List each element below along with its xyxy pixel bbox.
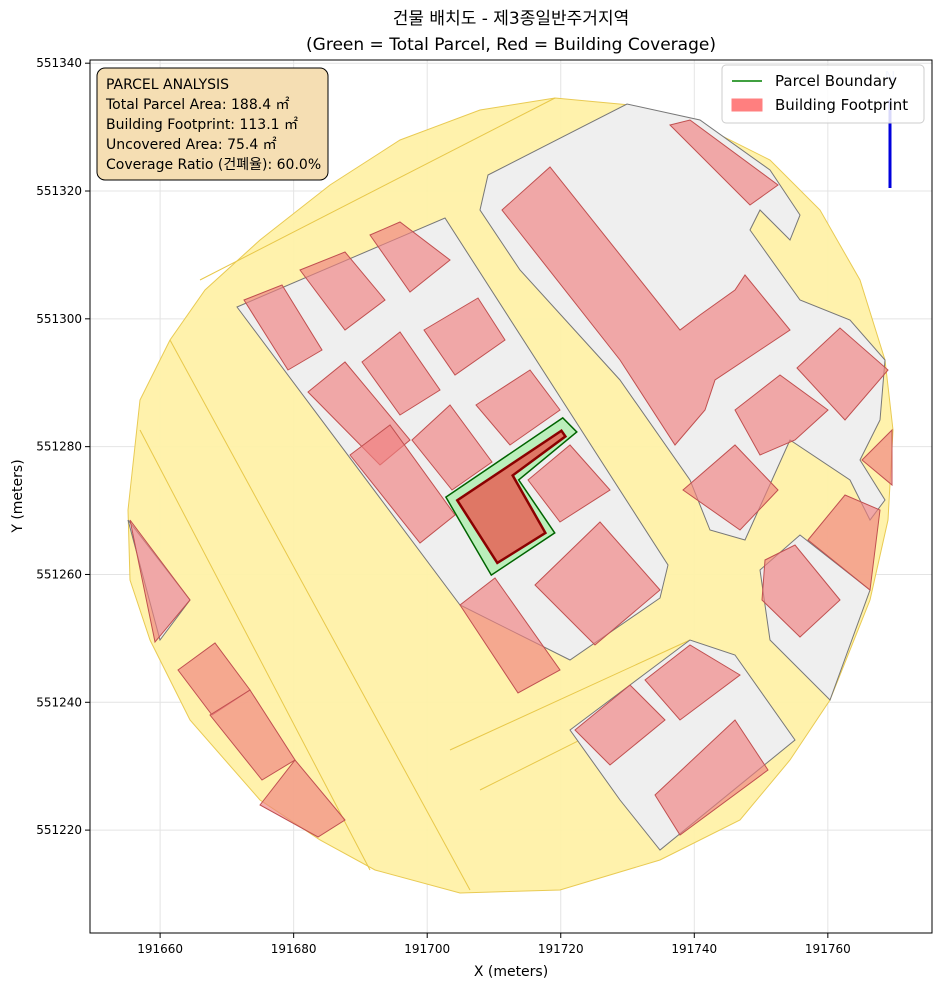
y-tick-label: 551300 — [36, 312, 82, 326]
y-tick-label: 551220 — [36, 823, 82, 837]
y-tick-label: 551260 — [36, 567, 82, 581]
x-tick-label: 191700 — [404, 942, 450, 956]
annotation-line: Coverage Ratio (건폐율): 60.0% — [106, 157, 321, 173]
x-tick-label: 191760 — [805, 942, 851, 956]
legend-label: Parcel Boundary — [775, 72, 897, 90]
x-tick-label: 191680 — [271, 942, 317, 956]
x-tick-label: 191740 — [671, 942, 717, 956]
legend-entries: Parcel Boundary Building Footprint — [731, 72, 908, 114]
x-tick-label: 191720 — [538, 942, 584, 956]
plot-layer — [444, 416, 578, 577]
axes: 191660 191680 191700 191720 191740 191760 5512… — [36, 56, 851, 956]
annotation-line: Uncovered Area: 75.4 ㎡ — [106, 137, 277, 153]
y-axis-label: Y (meters) — [10, 459, 26, 533]
chart-subtitle: (Green = Total Parcel, Red = Building Co… — [306, 35, 716, 55]
annotation-line: Building Footprint: 113.1 ㎡ — [106, 117, 298, 133]
y-tick-label: 551340 — [36, 56, 82, 70]
y-tick-label: 551320 — [36, 184, 82, 198]
legend-label: Building Footprint — [775, 96, 908, 114]
annotation: PARCEL ANALYSIS Total Parcel Area: 188.4 … — [105, 77, 321, 173]
annotation-line: PARCEL ANALYSIS — [106, 77, 229, 93]
x-axis-label: X (meters) — [474, 964, 548, 980]
annotation-line: Total Parcel Area: 188.4 ㎡ — [105, 97, 290, 113]
y-tick-label: 551240 — [36, 695, 82, 709]
chart-title: 건물 배치도 - 제3종일반주거지역 — [393, 9, 629, 29]
plot-frame — [89, 59, 933, 934]
y-tick-label: 551280 — [36, 440, 82, 454]
legend — [721, 64, 925, 124]
legend-swatch — [731, 98, 763, 112]
series-polygon — [455, 428, 568, 565]
x-tick-label: 191660 — [137, 942, 183, 956]
annotation-box — [96, 67, 329, 181]
